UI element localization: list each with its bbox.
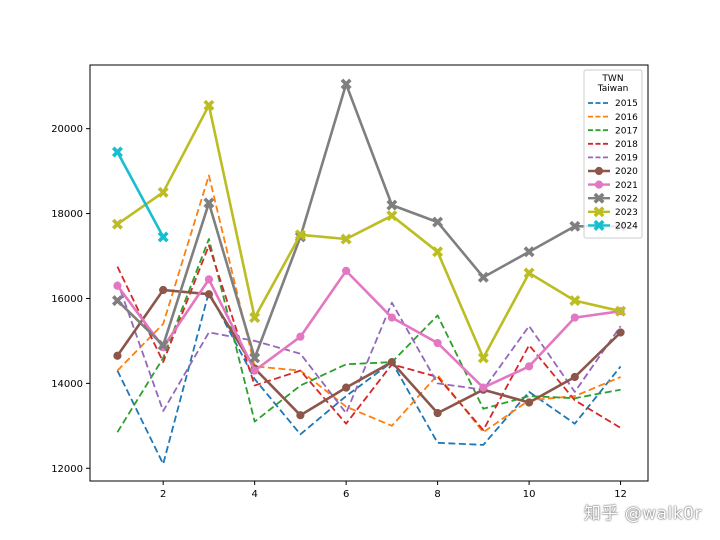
series-2015-line — [116, 291, 622, 465]
series-2020-line — [116, 288, 622, 417]
x-tick-label: 4 — [251, 489, 257, 500]
series-2017 — [116, 238, 621, 433]
series-2022-point — [432, 216, 444, 228]
series-2023-point — [340, 233, 352, 245]
series-2022-point — [111, 295, 123, 307]
legend-marker-2021 — [594, 180, 604, 189]
series-2023-point — [477, 352, 489, 364]
series-2022-point — [249, 352, 261, 364]
series-2023-point — [386, 210, 398, 222]
series-2019 — [116, 281, 622, 414]
series-2023-point — [203, 99, 215, 111]
legend-label-2024: 2024 — [615, 222, 638, 232]
series-2022-point — [157, 339, 169, 351]
series-2017-line — [116, 238, 621, 433]
series-2023-point — [523, 267, 535, 279]
series-2020-point — [387, 358, 396, 367]
series-2021-point — [387, 313, 396, 322]
legend-label-2022: 2022 — [615, 194, 638, 204]
series-2021-point — [524, 362, 534, 371]
series-2022-point — [477, 271, 489, 283]
legend-label-2019: 2019 — [615, 154, 638, 164]
legend-marker-2022 — [593, 192, 605, 204]
legend-title: Taiwan — [597, 84, 629, 94]
x-tick-label: 10 — [523, 489, 536, 500]
y-tick-label: 12000 — [51, 464, 83, 475]
series-2022-point — [523, 246, 535, 258]
series-2016 — [116, 174, 621, 434]
series-2021-point — [250, 366, 259, 375]
series-2020-point — [570, 372, 579, 382]
x-tick-label: 6 — [343, 489, 349, 500]
series-2020-point — [616, 328, 625, 337]
series-2020-point — [524, 398, 534, 407]
legend-label-2021: 2021 — [615, 181, 638, 191]
series-2020-point — [159, 285, 168, 295]
series-2019-line — [116, 281, 622, 414]
watermark-text: 知乎 @walk0r — [583, 504, 702, 524]
series-2021-point — [570, 313, 579, 322]
series-2020-point — [433, 408, 442, 418]
legend-marker-2020 — [594, 166, 604, 176]
series-2016-line — [116, 174, 621, 434]
legend-title: TWN — [601, 74, 623, 84]
x-tick-label: 12 — [614, 489, 627, 500]
series-2022-point — [569, 220, 581, 232]
series-2022 — [111, 78, 627, 364]
series-2023-point — [111, 218, 123, 230]
series-2023-point — [569, 295, 581, 307]
plot-frame — [89, 64, 649, 482]
y-tick-label: 20000 — [51, 124, 83, 135]
series-2020-point — [342, 383, 351, 392]
series-2020-point — [296, 411, 305, 420]
legend-label-2017: 2017 — [615, 126, 638, 136]
series-2020 — [113, 285, 625, 420]
series-2020-point — [204, 290, 214, 299]
series-2022-point — [203, 197, 215, 209]
series-2018-line — [116, 244, 622, 431]
series-2022-point — [340, 78, 352, 90]
series-2021-point — [113, 281, 122, 290]
legend-marker-2024 — [593, 219, 605, 231]
series-2023-point — [157, 186, 169, 198]
series-2023-point — [249, 312, 261, 324]
series-2018 — [116, 244, 622, 431]
legend-label-2016: 2016 — [615, 113, 638, 123]
series-2021-point — [204, 275, 214, 284]
legend-label-2018: 2018 — [615, 140, 638, 150]
series-2021-point — [479, 383, 488, 392]
series-2021-point — [296, 332, 305, 341]
series-2023-point — [432, 246, 444, 258]
series-2015 — [116, 291, 622, 465]
series-2023-point — [294, 229, 306, 241]
x-tick-label: 8 — [434, 489, 440, 500]
series-2022-line — [116, 82, 621, 360]
series-2024-point — [111, 146, 123, 158]
series-2024-point — [157, 231, 169, 243]
legend-label-2020: 2020 — [615, 167, 638, 177]
series-2023 — [111, 99, 627, 364]
series-2021-line — [116, 269, 621, 389]
y-tick-label: 18000 — [51, 209, 83, 220]
series-2024 — [111, 146, 169, 243]
y-tick-label: 16000 — [51, 294, 83, 305]
legend-label-2015: 2015 — [615, 99, 638, 109]
series-2021-point — [433, 338, 442, 348]
x-tick-label: 2 — [160, 489, 166, 500]
series-2023-point — [615, 305, 627, 317]
legend-marker-2023 — [593, 206, 605, 218]
series-2023-line — [116, 104, 621, 360]
series-2024-line — [116, 151, 165, 238]
series-2022-point — [386, 199, 398, 211]
series-2021-point — [342, 266, 351, 275]
y-tick-label: 14000 — [51, 379, 83, 390]
series-2021 — [113, 266, 625, 392]
series-2020-point — [113, 351, 122, 360]
legend-label-2023: 2023 — [615, 208, 638, 218]
